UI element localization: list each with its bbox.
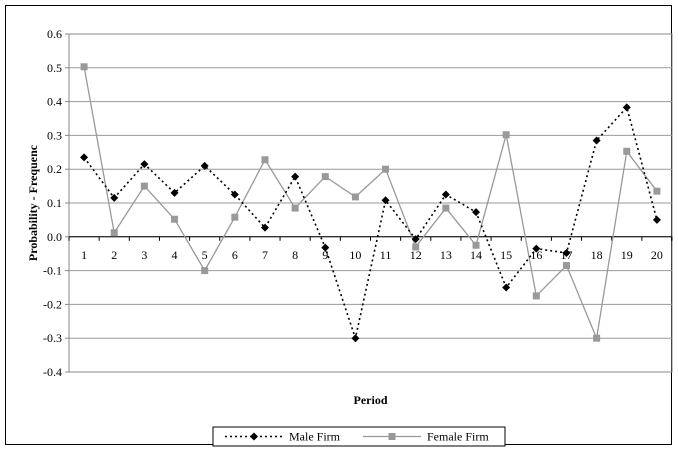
series-male-firm: [80, 103, 661, 343]
series-female-firm: [80, 63, 661, 342]
y-tick-label: 0.4: [47, 95, 62, 109]
x-tick-label: 13: [440, 248, 452, 262]
y-tick-label: -0.4: [43, 365, 62, 379]
x-tick-label: 10: [349, 248, 361, 262]
point-female-firm: [351, 193, 359, 201]
point-female-firm: [231, 213, 239, 221]
point-male-firm: [80, 153, 89, 162]
point-female-firm: [472, 241, 480, 249]
x-tick-label: 3: [141, 248, 147, 262]
y-tick-label: 0.5: [47, 61, 62, 75]
y-axis-title: Probability - Frequenc: [26, 144, 40, 261]
point-male-firm: [291, 172, 300, 181]
legend-female-firm-marker: [388, 433, 396, 440]
point-male-firm: [200, 161, 209, 170]
point-male-firm: [592, 136, 601, 145]
series-line-male-firm: [83, 105, 658, 342]
point-male-firm: [230, 190, 239, 199]
point-female-firm: [532, 292, 540, 300]
point-male-firm: [170, 188, 179, 197]
y-tick-label: 0.6: [47, 27, 62, 41]
legend-female-firm-label: Female Firm: [427, 430, 489, 444]
point-female-firm: [562, 262, 570, 270]
y-tick-label: -0.1: [43, 264, 62, 278]
x-tick-label: 4: [172, 248, 178, 262]
y-tick-label: 0.0: [47, 230, 62, 244]
point-female-firm: [110, 229, 118, 237]
x-tick-label: 11: [380, 248, 392, 262]
point-male-firm: [502, 283, 511, 292]
point-male-firm: [441, 190, 450, 199]
legend: Male Firm Female Firm: [212, 426, 506, 447]
x-tick-label: 12: [410, 248, 422, 262]
point-female-firm: [140, 182, 148, 190]
point-female-firm: [382, 165, 390, 173]
point-female-firm: [291, 204, 299, 212]
x-tick-label: 16: [530, 248, 542, 262]
x-tick-label: 2: [111, 248, 117, 262]
point-male-firm: [110, 193, 119, 202]
point-male-firm: [652, 215, 661, 224]
point-male-firm: [622, 103, 631, 112]
point-male-firm: [472, 208, 481, 217]
x-tick-label: 7: [262, 248, 268, 262]
point-male-firm: [260, 223, 269, 232]
point-male-firm: [411, 235, 420, 244]
y-tick-label: -0.2: [43, 297, 62, 311]
point-male-firm: [140, 160, 149, 169]
legend-box: [212, 426, 506, 447]
x-tick-label: 15: [500, 248, 512, 262]
y-tick-label: 0.3: [47, 128, 62, 142]
point-female-firm: [593, 334, 601, 342]
y-axis-ticks: 0.6 0.5 0.4 0.3 0.2 0.1 0.0 -0.1 -0.2 -0.3 -0.4: [43, 27, 69, 379]
point-male-firm: [562, 249, 571, 258]
x-tick-label: 19: [621, 248, 633, 262]
x-tick-label: 1: [81, 248, 87, 262]
series-line-female-firm: [83, 66, 658, 341]
point-female-firm: [653, 187, 661, 195]
x-tick-label: 14: [470, 248, 482, 262]
x-tick-label: 6: [232, 248, 238, 262]
point-female-firm: [171, 215, 179, 223]
x-tick-label: 9: [322, 248, 328, 262]
y-tick-label: 0.2: [47, 162, 62, 176]
x-tick-label: 20: [651, 248, 663, 262]
point-female-firm: [321, 173, 329, 181]
point-female-firm: [623, 147, 631, 155]
point-female-firm: [442, 204, 450, 212]
point-female-firm: [261, 156, 269, 164]
legend-male-firm-label: Male Firm: [289, 430, 341, 444]
point-male-firm: [532, 244, 541, 253]
x-axis-title: Period: [354, 393, 388, 407]
point-female-firm: [502, 131, 510, 139]
legend-male-firm-marker: [250, 432, 258, 441]
x-tick-label: 5: [202, 248, 208, 262]
x-tick-label: 18: [591, 248, 603, 262]
point-female-firm: [201, 267, 209, 275]
series-layer: [80, 63, 661, 343]
x-tick-label: 8: [292, 248, 298, 262]
point-female-firm: [80, 63, 88, 71]
y-tick-label: -0.3: [43, 331, 62, 345]
point-male-firm: [321, 243, 330, 252]
x-axis-ticks: 1234567891011121314151617181920: [68, 236, 673, 262]
point-male-firm: [351, 334, 360, 343]
point-female-firm: [412, 243, 420, 251]
point-male-firm: [381, 196, 390, 205]
y-tick-label: 0.1: [47, 196, 62, 210]
